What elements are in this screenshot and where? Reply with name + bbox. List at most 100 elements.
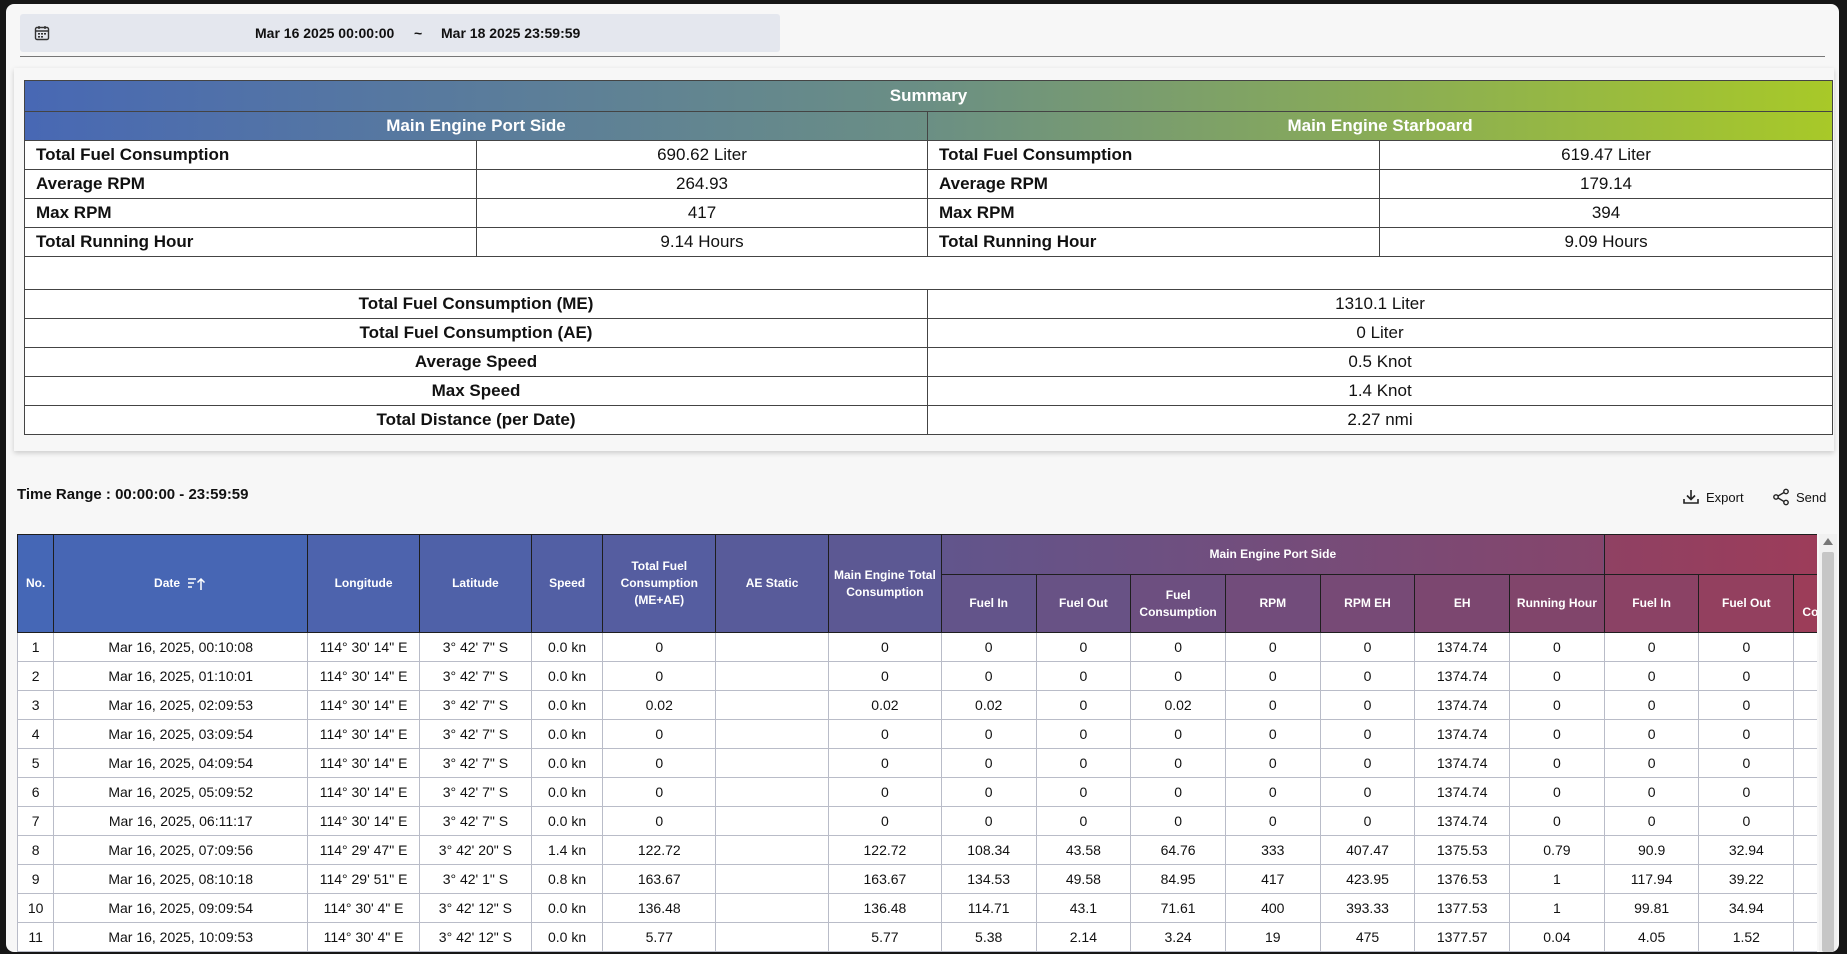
- port-metric-label: Average RPM: [24, 169, 477, 199]
- table-cell: 57: [1793, 835, 1817, 865]
- table-cell: 0: [1509, 777, 1605, 807]
- table-cell: 0: [940, 806, 1037, 836]
- table-cell: 2: [1793, 922, 1817, 952]
- export-button[interactable]: Export: [1682, 488, 1744, 506]
- date-range-end[interactable]: Mar 18 2025 23:59:59: [441, 25, 581, 41]
- table-cell: 7: [17, 806, 55, 836]
- table-cell: 1.52: [1698, 922, 1795, 952]
- table-row[interactable]: 4 Mar 16, 2025, 03:09:54 114° 30' 14" E 3° …: [17, 719, 1817, 749]
- table-cell: 114° 30' 4" E: [307, 922, 420, 952]
- table-cell: 114° 30' 14" E: [307, 777, 420, 807]
- table-cell: 400: [1224, 893, 1321, 923]
- table-cell: 0: [828, 632, 942, 662]
- table-cell: 0.04: [1509, 922, 1605, 952]
- date-range-picker[interactable]: Mar 16 2025 00:00:00 ~ Mar 18 2025 23:59…: [20, 14, 780, 52]
- starboard-metric-value: 394: [1378, 198, 1834, 228]
- table-cell: 0: [1698, 806, 1795, 836]
- table-cell: 122.72: [602, 835, 717, 865]
- table-cell: 0.0 kn: [530, 719, 604, 749]
- col-header-fuel-consumption: Fuel Consumption: [1130, 574, 1226, 633]
- table-cell: 407.47: [1319, 835, 1416, 865]
- table-cell: 3° 42' 7" S: [418, 806, 532, 836]
- table-row[interactable]: 1 Mar 16, 2025, 00:10:08 114° 30' 14" E 3° …: [17, 632, 1817, 662]
- send-label: Send: [1796, 489, 1827, 505]
- table-row[interactable]: 5 Mar 16, 2025, 04:09:54 114° 30' 14" E 3° …: [17, 748, 1817, 778]
- table-cell: Mar 16, 2025, 04:09:54: [53, 748, 309, 778]
- table-cell: 122.72: [828, 835, 942, 865]
- port-metric-value: 264.93: [476, 169, 928, 199]
- scroll-up-arrow-icon[interactable]: [1823, 538, 1833, 545]
- table-cell: [1793, 632, 1817, 662]
- table-row[interactable]: 10 Mar 16, 2025, 09:09:54 114° 30' 4" E 3° …: [17, 893, 1817, 923]
- starboard-metric-label: Max RPM: [927, 198, 1380, 228]
- table-cell: Mar 16, 2025, 02:09:53: [53, 690, 309, 720]
- table-row[interactable]: 9 Mar 16, 2025, 08:10:18 114° 29' 51" E 3° …: [17, 864, 1817, 894]
- col-header-stbd-fuel-consumption: Fuel Consumption: [1793, 574, 1817, 633]
- starboard-metric-label: Total Running Hour: [927, 227, 1380, 257]
- total-label: Average Speed: [24, 347, 928, 377]
- scrollbar-thumb[interactable]: [1822, 552, 1834, 952]
- table-cell: Mar 16, 2025, 01:10:01: [53, 661, 309, 691]
- table-cell: 0: [1698, 661, 1795, 691]
- table-cell: [715, 806, 829, 836]
- table-cell: 114° 29' 51" E: [307, 864, 420, 894]
- table-row[interactable]: 11 Mar 16, 2025, 10:09:53 114° 30' 4" E 3° …: [17, 922, 1817, 952]
- total-label: Total Fuel Consumption (ME): [24, 289, 928, 319]
- table-cell: 0: [1509, 690, 1605, 720]
- table-cell: 475: [1319, 922, 1416, 952]
- calendar-icon[interactable]: [34, 25, 50, 41]
- table-cell: 0: [1509, 661, 1605, 691]
- table-cell: 1374.74: [1414, 632, 1511, 662]
- table-cell: 423.95: [1319, 864, 1416, 894]
- table-cell: 0: [1698, 690, 1795, 720]
- table-cell: 0: [1130, 806, 1226, 836]
- table-row[interactable]: 3 Mar 16, 2025, 02:09:53 114° 30' 14" E 3° …: [17, 690, 1817, 720]
- total-value: 2.27 nmi: [926, 405, 1834, 435]
- table-cell: 1: [1509, 893, 1605, 923]
- table-cell: [715, 835, 829, 865]
- table-cell: 0: [1130, 777, 1226, 807]
- table-cell: 1.4 kn: [530, 835, 604, 865]
- table-cell: 0: [1509, 632, 1605, 662]
- table-cell: 393.33: [1319, 893, 1416, 923]
- table-cell: 0: [602, 777, 717, 807]
- col-header-rpm: RPM: [1224, 574, 1321, 633]
- col-header-date[interactable]: Date: [53, 534, 309, 633]
- table-cell: 114° 30' 14" E: [307, 806, 420, 836]
- port-metric-value: 9.14 Hours: [476, 227, 928, 257]
- table-cell: 5.38: [940, 922, 1037, 952]
- data-table-container[interactable]: No. Date Longitude Latitude Speed Total …: [17, 534, 1817, 952]
- table-cell: 43.1: [1035, 893, 1132, 923]
- table-cell: 0: [1035, 661, 1132, 691]
- table-row[interactable]: 6 Mar 16, 2025, 05:09:52 114° 30' 14" E 3° …: [17, 777, 1817, 807]
- sort-ascending-icon[interactable]: [187, 577, 207, 591]
- table-row[interactable]: 2 Mar 16, 2025, 01:10:01 114° 30' 14" E 3° …: [17, 661, 1817, 691]
- table-cell: 1374.74: [1414, 777, 1511, 807]
- table-row[interactable]: 7 Mar 16, 2025, 06:11:17 114° 30' 14" E 3° …: [17, 806, 1817, 836]
- date-range-start[interactable]: Mar 16 2025 00:00:00: [255, 25, 395, 41]
- table-cell: 0: [1698, 719, 1795, 749]
- table-cell: Mar 16, 2025, 08:10:18: [53, 864, 309, 894]
- table-cell: 49.58: [1035, 864, 1132, 894]
- table-cell: 1374.74: [1414, 690, 1511, 720]
- table-cell: 0: [940, 748, 1037, 778]
- table-cell: 108.34: [940, 835, 1037, 865]
- table-cell: 0: [1319, 661, 1416, 691]
- col-header-no: No.: [17, 534, 55, 633]
- table-cell: [715, 661, 829, 691]
- summary-table: Summary Main Engine Port Side Main Engin…: [23, 80, 1834, 435]
- table-cell: 0.02: [602, 690, 717, 720]
- col-header-stbd-fuel-in: Fuel In: [1603, 574, 1700, 633]
- total-label: Total Fuel Consumption (AE): [24, 318, 928, 348]
- vertical-scrollbar[interactable]: [1819, 534, 1837, 952]
- table-cell: 43.58: [1035, 835, 1132, 865]
- table-cell: 0: [1319, 748, 1416, 778]
- table-cell: 0.0 kn: [530, 777, 604, 807]
- table-row[interactable]: 8 Mar 16, 2025, 07:09:56 114° 29' 47" E 3° …: [17, 835, 1817, 865]
- table-cell: 0: [1224, 719, 1321, 749]
- total-label: Total Distance (per Date): [24, 405, 928, 435]
- send-button[interactable]: Send: [1772, 488, 1826, 506]
- table-cell: 2: [17, 661, 55, 691]
- table-cell: 0: [1319, 777, 1416, 807]
- table-cell: 5.77: [828, 922, 942, 952]
